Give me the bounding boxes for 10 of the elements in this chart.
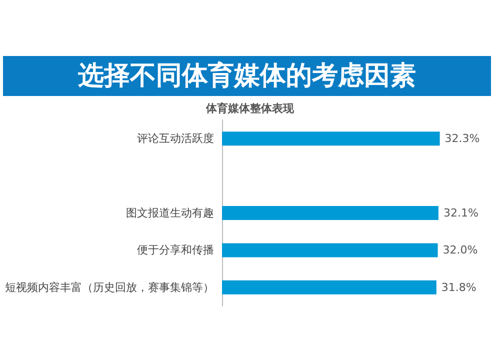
data-label: 31.8% <box>441 280 476 294</box>
y-tick-label: 便于分享和传播 <box>137 244 214 257</box>
y-tick-label: 评论互动活跃度 <box>137 132 214 146</box>
y-tick-label: 短视频内容丰富（历史回放，赛事集锦等） <box>5 280 214 294</box>
chart-title: 选择不同体育媒体的考虑因素 <box>3 56 491 96</box>
data-label: 32.3% <box>444 132 480 146</box>
y-tick-label: 图文报道生动有趣 <box>126 206 214 220</box>
data-label: 32.1% <box>443 206 478 220</box>
data-label: 32.0% <box>442 244 478 257</box>
chart-subtitle: 体育媒体整体表现 <box>205 102 295 115</box>
